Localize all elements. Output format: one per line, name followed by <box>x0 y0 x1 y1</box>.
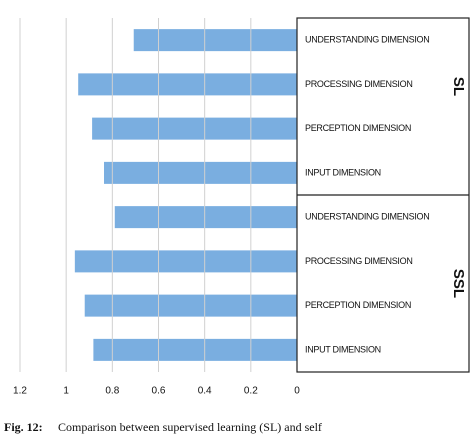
caption: Comparison between supervised learning (… <box>58 420 322 434</box>
x-tick-label: 0.8 <box>105 386 119 397</box>
bar <box>133 29 297 52</box>
caption-label: Fig. 12: <box>4 420 43 434</box>
x-tick-label: 0.2 <box>244 386 258 397</box>
category-label: PERCEPTION DIMENSION <box>305 123 411 133</box>
x-tick-label: 0.4 <box>198 386 212 397</box>
bar <box>104 161 298 184</box>
category-label: UNDERSTANDING DIMENSION <box>305 35 429 45</box>
x-tick-label: 1.2 <box>13 386 27 397</box>
category-label: INPUT DIMENSION <box>305 167 381 177</box>
group-label: SL <box>450 77 467 96</box>
category-label: PERCEPTION DIMENSION <box>305 300 411 310</box>
category-label: INPUT DIMENSION <box>305 344 381 354</box>
x-tick-label: 0 <box>294 386 300 397</box>
bar <box>78 73 297 96</box>
bar <box>114 206 297 229</box>
bar <box>93 338 297 361</box>
bar <box>84 294 297 317</box>
group-label: SSL <box>450 269 467 298</box>
bar <box>74 250 297 273</box>
category-label: UNDERSTANDING DIMENSION <box>305 212 429 222</box>
category-label: PROCESSING DIMENSION <box>305 256 413 266</box>
bar <box>92 117 297 140</box>
x-tick-label: 0.6 <box>152 386 166 397</box>
x-tick-label: 1 <box>63 386 69 397</box>
category-label: PROCESSING DIMENSION <box>305 79 413 89</box>
